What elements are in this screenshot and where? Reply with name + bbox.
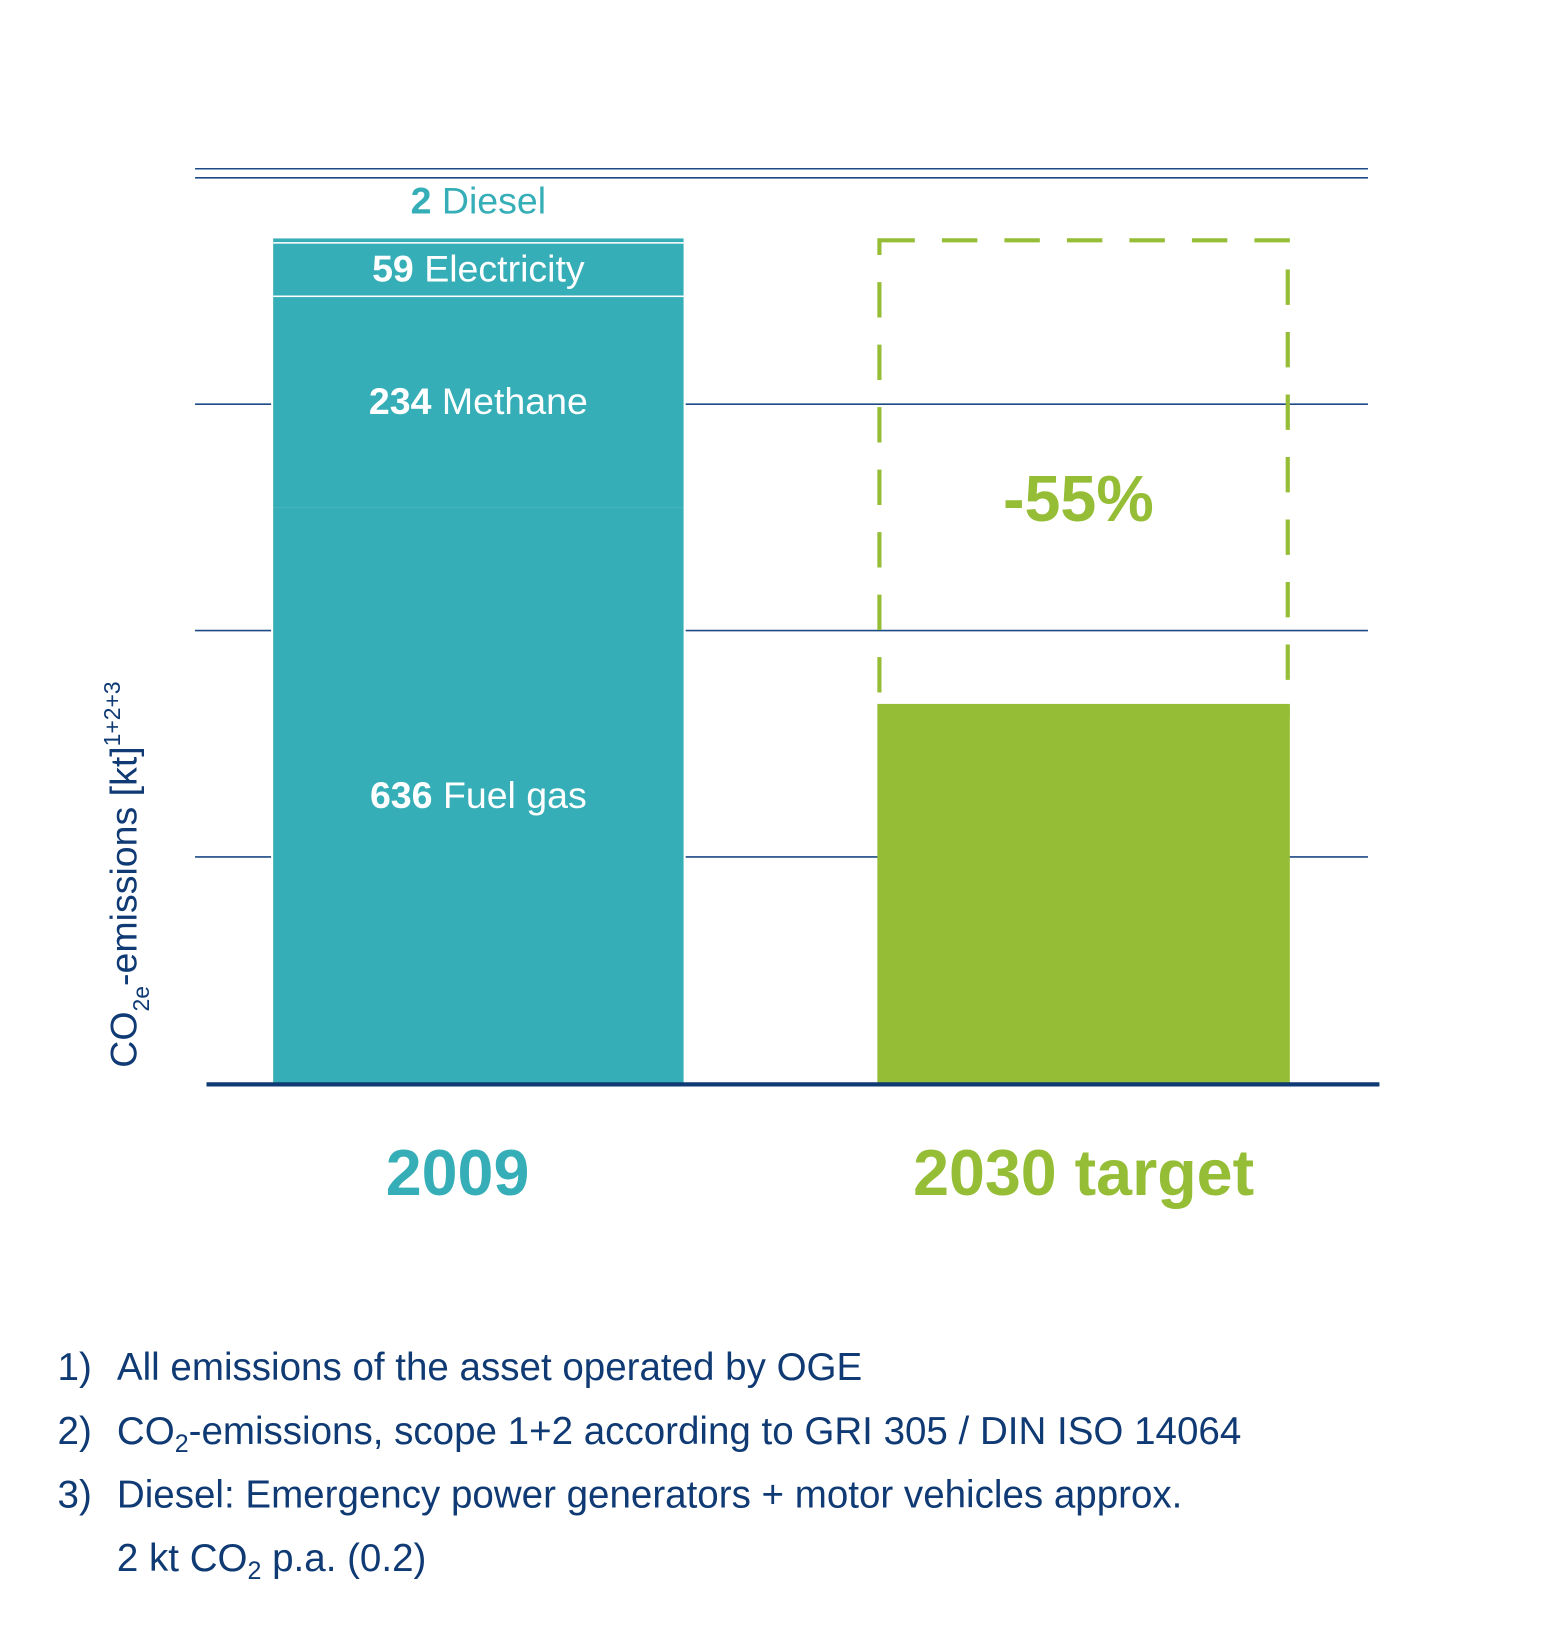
segment-label: 59 Electricity xyxy=(372,247,585,289)
footnote: All emissions of the asset operated by O… xyxy=(117,1346,862,1389)
bars xyxy=(206,236,1380,1087)
reduction-annotation: -55% xyxy=(1003,463,1154,535)
footnote: CO2-emissions, scope 1+2 according to GR… xyxy=(117,1410,1241,1458)
segment-label: 234 Methane xyxy=(369,380,588,422)
bar-segment-methane xyxy=(273,297,684,508)
footnote-number: 2) xyxy=(58,1410,92,1453)
footnote-number: 1) xyxy=(58,1346,92,1389)
bar-segment-fuel-gas xyxy=(273,507,684,1084)
footnote-number: 3) xyxy=(58,1473,92,1516)
y-axis-label: CO2e-emissions [kt]1+2+3 xyxy=(99,681,154,1067)
segment-label: 2 Diesel xyxy=(411,180,547,222)
segment-label: 636 Fuel gas xyxy=(370,774,587,816)
footnote: Diesel: Emergency power generators + mot… xyxy=(117,1473,1182,1516)
labels: 636 Fuel gas 234 Methane 59 Electricity 2 D… xyxy=(369,180,1254,1209)
category-label: 2030 target xyxy=(913,1137,1254,1209)
footnotes: 1) All emissions of the asset operated by… xyxy=(58,1346,1242,1585)
bar-2030-target xyxy=(877,703,1290,1084)
bar-segment-diesel xyxy=(273,238,684,243)
footnote: 2 kt CO2 p.a. (0.2) xyxy=(117,1537,426,1585)
bar-segment-electricity xyxy=(273,243,684,296)
category-label: 2009 xyxy=(386,1137,530,1209)
reference-outline-2009 xyxy=(877,238,1290,717)
